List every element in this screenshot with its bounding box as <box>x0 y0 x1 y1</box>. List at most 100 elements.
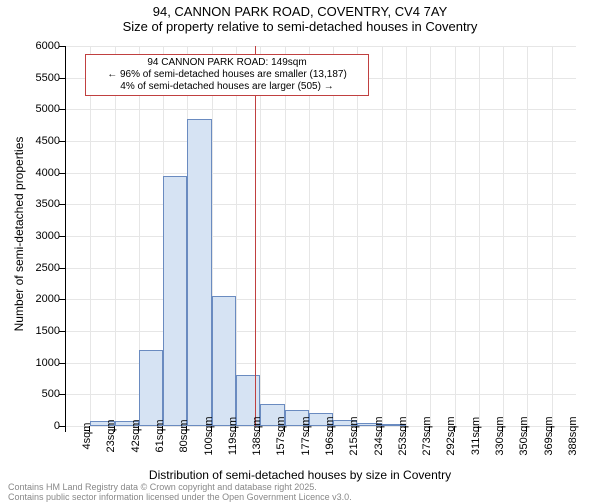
x-tick-mark <box>138 426 139 432</box>
y-tick-label: 5000 <box>10 103 60 115</box>
histogram-bar <box>212 296 236 426</box>
histogram-bar <box>163 176 187 426</box>
grid-line-v <box>357 46 358 426</box>
x-tick-mark <box>186 426 187 432</box>
y-tick-mark <box>59 109 65 110</box>
x-tick-mark <box>332 426 333 432</box>
x-tick-mark <box>284 426 285 432</box>
x-tick-label: 350sqm <box>518 416 530 455</box>
x-tick-label: 253sqm <box>397 416 409 455</box>
y-tick-mark <box>59 236 65 237</box>
grid-line-h <box>66 299 576 300</box>
grid-line-v <box>503 46 504 426</box>
x-axis-label: Distribution of semi-detached houses by … <box>0 468 600 482</box>
x-tick-label: 388sqm <box>567 416 579 455</box>
x-tick-mark <box>65 426 66 432</box>
x-tick-label: 215sqm <box>348 416 360 455</box>
y-tick-mark <box>59 299 65 300</box>
grid-line-v <box>115 46 116 426</box>
x-tick-mark <box>551 426 552 432</box>
x-tick-mark <box>526 426 527 432</box>
annotation-line2: ← 96% of semi-detached houses are smalle… <box>92 69 362 81</box>
histogram-bar <box>187 119 211 426</box>
grid-line-h <box>66 268 576 269</box>
x-tick-label: 4sqm <box>81 423 93 450</box>
y-tick-mark <box>59 46 65 47</box>
grid-line-v <box>236 46 237 426</box>
grid-line-h <box>66 236 576 237</box>
x-tick-label: 311sqm <box>470 417 482 455</box>
x-tick-mark <box>478 426 479 432</box>
grid-line-v <box>552 46 553 426</box>
x-tick-mark <box>259 426 260 432</box>
y-tick-mark <box>59 331 65 332</box>
grid-line-h <box>66 46 576 47</box>
x-tick-label: 80sqm <box>178 419 190 452</box>
x-tick-mark <box>211 426 212 432</box>
grid-line-v <box>333 46 334 426</box>
grid-line-v <box>90 46 91 426</box>
x-tick-label: 23sqm <box>105 419 117 452</box>
x-tick-label: 61sqm <box>154 419 166 452</box>
x-tick-label: 292sqm <box>445 416 457 455</box>
x-tick-mark <box>89 426 90 432</box>
y-tick-label: 500 <box>10 388 60 400</box>
grid-line-v <box>479 46 480 426</box>
x-tick-label: 100sqm <box>203 416 215 455</box>
y-tick-mark <box>59 204 65 205</box>
x-tick-mark <box>162 426 163 432</box>
x-tick-mark <box>405 426 406 432</box>
histogram-bar <box>139 350 163 426</box>
grid-line-v <box>260 46 261 426</box>
chart-title-sub: Size of property relative to semi-detach… <box>0 19 600 34</box>
x-tick-mark <box>114 426 115 432</box>
grid-line-h <box>66 173 576 174</box>
property-marker-line <box>255 46 256 426</box>
x-tick-mark <box>381 426 382 432</box>
x-tick-label: 138sqm <box>251 416 263 455</box>
y-tick-label: 0 <box>10 420 60 432</box>
x-tick-mark <box>454 426 455 432</box>
x-tick-mark <box>235 426 236 432</box>
x-tick-label: 42sqm <box>130 419 142 452</box>
annotation-line3: 4% of semi-detached houses are larger (5… <box>92 81 362 93</box>
y-axis-label: Number of semi-detached properties <box>12 137 26 332</box>
y-tick-mark <box>59 141 65 142</box>
y-tick-label: 1000 <box>10 357 60 369</box>
x-tick-label: 273sqm <box>421 416 433 455</box>
grid-line-v <box>285 46 286 426</box>
plot-area <box>65 46 576 427</box>
annotation-box: 94 CANNON PARK ROAD: 149sqm ← 96% of sem… <box>85 54 369 96</box>
y-tick-label: 5500 <box>10 72 60 84</box>
x-tick-label: 157sqm <box>275 416 287 455</box>
annotation-line1: 94 CANNON PARK ROAD: 149sqm <box>92 57 362 69</box>
x-tick-label: 119sqm <box>227 417 239 455</box>
footer-text: Contains HM Land Registry data © Crown c… <box>8 483 352 503</box>
footer-line2: Contains public sector information licen… <box>8 493 352 503</box>
grid-line-v <box>309 46 310 426</box>
grid-line-h <box>66 204 576 205</box>
x-tick-label: 196sqm <box>324 416 336 455</box>
x-tick-label: 330sqm <box>494 416 506 455</box>
grid-line-v <box>382 46 383 426</box>
grid-line-h <box>66 331 576 332</box>
y-tick-mark <box>59 394 65 395</box>
y-tick-mark <box>59 268 65 269</box>
grid-line-v <box>430 46 431 426</box>
chart-container: 94, CANNON PARK ROAD, COVENTRY, CV4 7AY … <box>0 4 600 504</box>
grid-line-h <box>66 141 576 142</box>
y-tick-label: 6000 <box>10 40 60 52</box>
grid-line-h <box>66 109 576 110</box>
x-tick-label: 177sqm <box>300 416 312 455</box>
grid-line-v <box>527 46 528 426</box>
x-tick-mark <box>356 426 357 432</box>
y-tick-mark <box>59 78 65 79</box>
grid-line-v <box>406 46 407 426</box>
x-tick-mark <box>429 426 430 432</box>
x-tick-mark <box>502 426 503 432</box>
y-tick-mark <box>59 173 65 174</box>
x-tick-label: 369sqm <box>543 416 555 455</box>
x-tick-mark <box>308 426 309 432</box>
x-tick-label: 234sqm <box>373 416 385 455</box>
y-tick-mark <box>59 363 65 364</box>
